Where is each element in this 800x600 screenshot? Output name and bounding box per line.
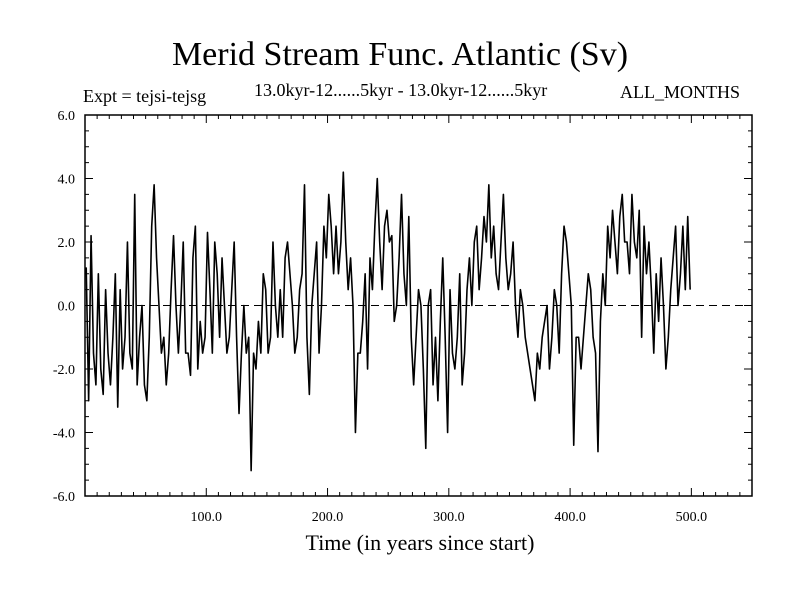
series-line bbox=[85, 171, 691, 472]
y-tick-label: 4.0 bbox=[58, 173, 76, 188]
y-tick-label: 6.0 bbox=[58, 109, 76, 124]
x-tick-label: 400.0 bbox=[554, 510, 586, 525]
months-label: ALL_MONTHS bbox=[620, 82, 740, 102]
x-tick-label: 300.0 bbox=[433, 510, 465, 525]
x-tick-label: 200.0 bbox=[312, 510, 344, 525]
x-tick-label: 500.0 bbox=[676, 510, 708, 525]
chart-subtitle: 13.0kyr-12......5kyr - 13.0kyr-12......5… bbox=[254, 80, 548, 100]
x-axis-label: Time (in years since start) bbox=[305, 530, 535, 555]
y-tick-label: 2.0 bbox=[58, 236, 76, 251]
y-tick-label: -2.0 bbox=[53, 363, 75, 378]
chart-title: Merid Stream Func. Atlantic (Sv) bbox=[171, 36, 629, 73]
y-tick-label: 0.0 bbox=[58, 300, 76, 315]
x-tick-label: 100.0 bbox=[191, 510, 223, 525]
y-tick-label: -6.0 bbox=[53, 490, 75, 505]
y-tick-label: -4.0 bbox=[53, 427, 75, 442]
experiment-label: Expt = tejsi-tejsg bbox=[83, 86, 207, 106]
